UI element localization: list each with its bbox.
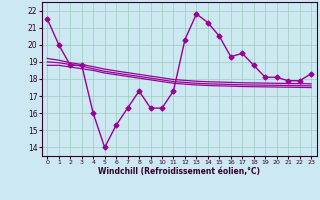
X-axis label: Windchill (Refroidissement éolien,°C): Windchill (Refroidissement éolien,°C)	[98, 167, 260, 176]
